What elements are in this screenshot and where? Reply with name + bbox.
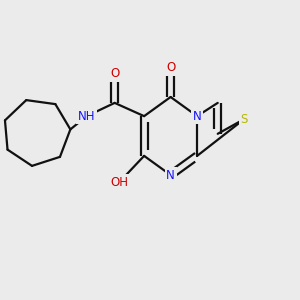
- Text: O: O: [166, 61, 175, 74]
- Text: S: S: [241, 112, 248, 126]
- Text: OH: OH: [110, 176, 128, 189]
- Text: NH: NH: [78, 110, 95, 123]
- Text: N: N: [166, 169, 175, 182]
- Text: N: N: [193, 110, 202, 123]
- Text: O: O: [110, 67, 119, 80]
